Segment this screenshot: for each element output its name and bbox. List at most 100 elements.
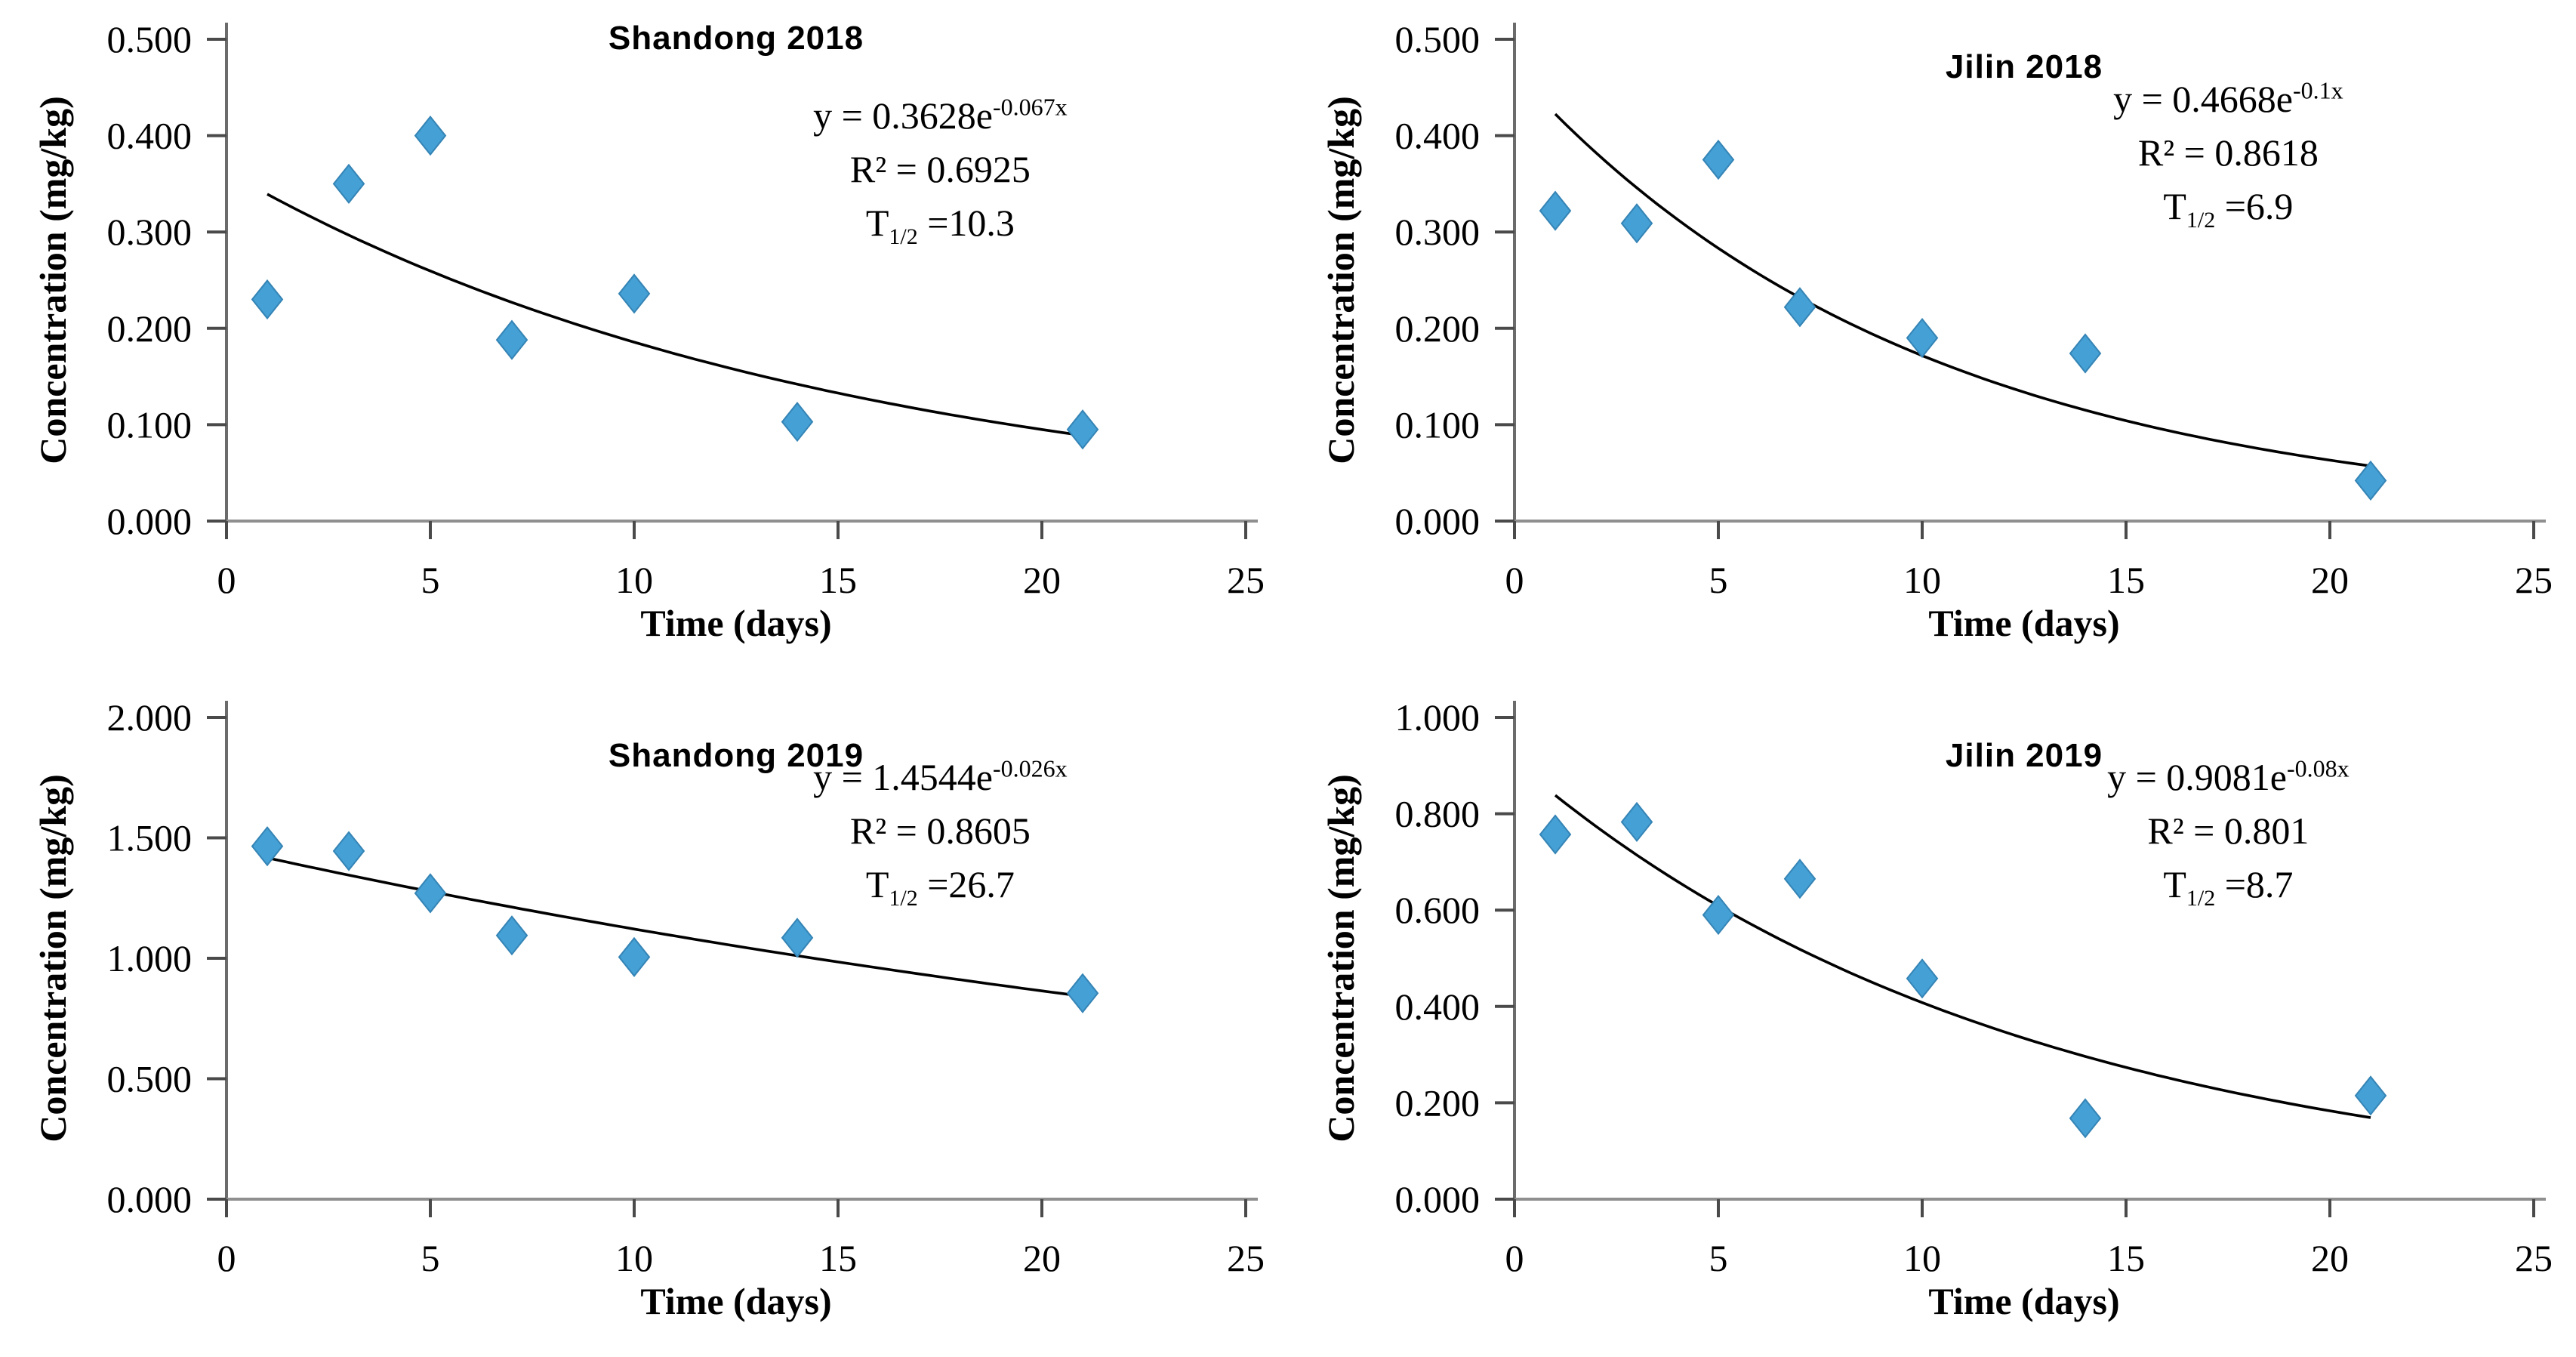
x-tick-label: 0 <box>217 559 236 601</box>
y-tick-label: 0.400 <box>107 115 193 157</box>
data-point <box>1539 814 1572 855</box>
y-tick-label: 0.200 <box>1395 307 1481 350</box>
fit-r-squared: R² = 0.8605 <box>849 810 1031 852</box>
data-point <box>251 279 284 320</box>
chart-canvas-shandong-2018: 0.000 0.100 0.200 0.300 0.400 0.500 0 5 10 15 20 25 <box>107 18 1265 601</box>
fit-half-life: T1/2 =6.9 <box>2163 185 2294 233</box>
data-point <box>781 401 814 443</box>
data-point <box>1702 894 1735 936</box>
x-tick-label: 25 <box>1227 1237 1265 1279</box>
fit-annotation: y = 0.4668e-0.1x R² = 0.8618 T1/2 =6.9 <box>1932 72 2525 233</box>
fit-annotation: y = 0.9081e-0.08x R² = 0.801 T1/2 =8.7 <box>1932 751 2525 911</box>
data-point <box>2354 1075 2387 1116</box>
data-point <box>332 831 365 871</box>
y-tick-label: 0.200 <box>1395 1081 1481 1124</box>
y-axis-title: Concentration (mg/kg) <box>32 96 74 464</box>
data-point <box>1066 973 1099 1013</box>
x-tick-label: 5 <box>421 1237 440 1279</box>
x-tick-label: 20 <box>1023 559 1061 601</box>
fit-r-squared: R² = 0.801 <box>2147 810 2309 852</box>
y-tick-label: 0.000 <box>1395 1178 1481 1220</box>
y-tick-label: 0.400 <box>1395 985 1481 1028</box>
x-axis-title: Time (days) <box>1928 1280 2120 1322</box>
panel-title: Shandong 2019 <box>608 737 864 774</box>
data-point <box>495 319 528 360</box>
x-tick-label: 0 <box>217 1237 236 1279</box>
fit-r-squared: R² = 0.8618 <box>2137 131 2319 174</box>
x-tick-label: 5 <box>421 559 440 601</box>
x-tick-label: 0 <box>1505 559 1524 601</box>
data-point <box>495 915 528 956</box>
panel-title: Jilin 2019 <box>1945 737 2103 774</box>
y-tick-label: 1.500 <box>107 817 193 859</box>
fit-half-life: T1/2 =10.3 <box>865 202 1015 249</box>
y-tick-label: 0.500 <box>107 18 193 60</box>
data-point <box>1783 287 1816 328</box>
fit-r-squared: R² = 0.6925 <box>849 148 1031 190</box>
data-point <box>1783 859 1816 899</box>
x-tick-label: 10 <box>615 1237 653 1279</box>
data-point <box>2069 333 2102 374</box>
y-tick-label: 0.600 <box>1395 889 1481 931</box>
x-tick-label: 20 <box>2311 559 2349 601</box>
data-point <box>2354 460 2387 501</box>
panel-jilin-2018: 0.000 0.100 0.200 0.300 0.400 0.500 0 5 10 15 20 25… <box>1288 0 2576 678</box>
y-tick-label: 0.000 <box>107 1178 193 1220</box>
x-tick-label: 15 <box>819 1237 857 1279</box>
data-point <box>1906 958 1939 999</box>
data-point <box>414 115 447 156</box>
panel-title: Shandong 2018 <box>608 20 864 57</box>
fit-curve <box>267 856 1083 998</box>
y-tick-label: 2.000 <box>107 696 193 739</box>
y-tick-label: 1.000 <box>1395 696 1481 739</box>
data-point <box>618 273 651 314</box>
fit-equation: y = 0.9081e-0.08x <box>2107 754 2350 798</box>
fit-curve <box>1554 113 2371 467</box>
x-tick-label: 20 <box>2311 1237 2349 1279</box>
y-tick-label: 1.000 <box>107 937 193 979</box>
x-tick-label: 25 <box>2515 559 2553 601</box>
panel-shandong-2018: 0.000 0.100 0.200 0.300 0.400 0.500 0 5 10 15 20 25… <box>0 0 1288 678</box>
data-point <box>1539 190 1572 231</box>
fit-half-life: T1/2 =26.7 <box>865 863 1015 911</box>
x-tick-label: 25 <box>1227 559 1265 601</box>
data-point <box>2069 1098 2102 1139</box>
fit-equation: y = 1.4544e-0.026x <box>813 754 1068 798</box>
y-tick-label: 0.000 <box>1395 500 1481 542</box>
y-tick-label: 0.300 <box>107 211 193 253</box>
x-tick-label: 15 <box>2107 1237 2145 1279</box>
y-tick-label: 0.800 <box>1395 793 1481 835</box>
x-tick-label: 0 <box>1505 1237 1524 1279</box>
fit-annotation: y = 0.3628e-0.067x R² = 0.6925 T1/2 =10.… <box>644 89 1237 250</box>
y-tick-label: 0.200 <box>107 307 193 350</box>
y-axis-title: Concentration (mg/kg) <box>1320 774 1362 1143</box>
y-axis-title: Concentration (mg/kg) <box>1320 96 1362 464</box>
y-tick-label: 0.300 <box>1395 211 1481 253</box>
data-point <box>1906 317 1939 359</box>
data-point <box>1702 139 1735 180</box>
y-tick-label: 0.400 <box>1395 115 1481 157</box>
fit-curve <box>1554 794 2371 1119</box>
x-tick-label: 5 <box>1709 1237 1728 1279</box>
y-tick-label: 0.100 <box>1395 403 1481 446</box>
x-tick-label: 25 <box>2515 1237 2553 1279</box>
y-tick-label: 0.000 <box>107 500 193 542</box>
x-axis-title: Time (days) <box>1928 602 2120 644</box>
x-tick-label: 15 <box>2107 559 2145 601</box>
fit-equation: y = 0.3628e-0.067x <box>813 93 1068 137</box>
x-tick-label: 5 <box>1709 559 1728 601</box>
chart-canvas-shandong-2019: 0.000 0.500 1.000 1.500 2.000 0 5 10 15 20 25 <box>107 696 1265 1279</box>
panel-shandong-2019: 0.000 0.500 1.000 1.500 2.000 0 5 10 15 20 25 Shan… <box>0 678 1288 1356</box>
panel-jilin-2019: 0.000 0.200 0.400 0.600 0.800 1.000 0 5 10 15 20 25… <box>1288 678 2576 1356</box>
chart-canvas-jilin-2018: 0.000 0.100 0.200 0.300 0.400 0.500 0 5 10 15 20 25 <box>1395 18 2553 601</box>
y-tick-label: 0.500 <box>1395 18 1481 60</box>
y-tick-label: 0.100 <box>107 403 193 446</box>
data-point <box>1066 409 1099 450</box>
data-point <box>1620 203 1653 244</box>
x-tick-label: 10 <box>1903 559 1941 601</box>
fit-curve <box>267 193 1083 437</box>
x-axis-title: Time (days) <box>640 1280 832 1322</box>
x-tick-label: 10 <box>1903 1237 1941 1279</box>
fit-half-life: T1/2 =8.7 <box>2163 863 2294 911</box>
